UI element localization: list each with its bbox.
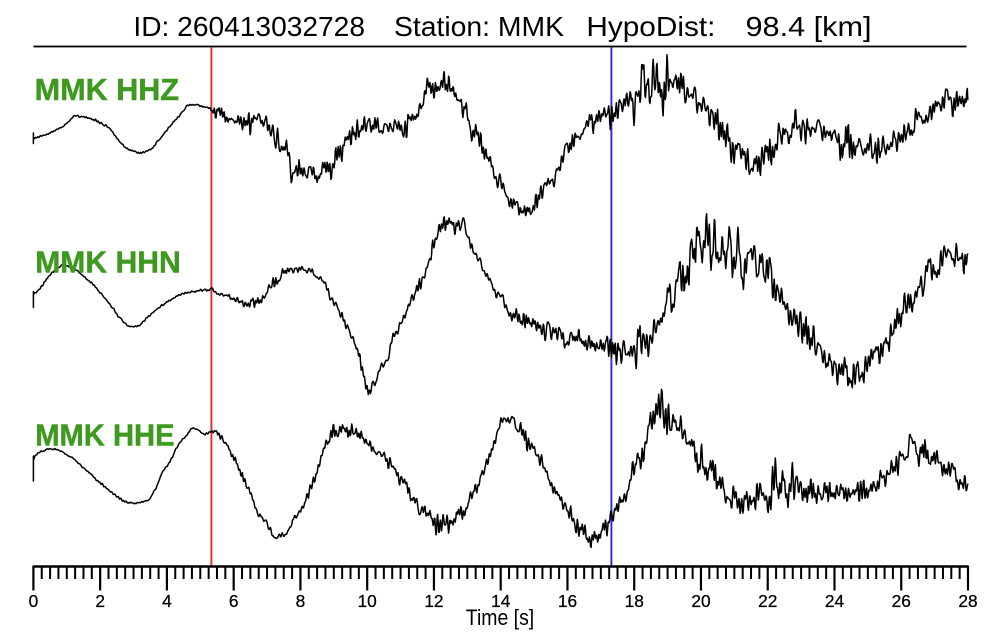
svg-text:26: 26 <box>892 591 911 611</box>
svg-text:22: 22 <box>758 591 777 611</box>
svg-text:2: 2 <box>95 591 105 611</box>
svg-text:MMK HHN: MMK HHN <box>35 245 181 279</box>
svg-text:16: 16 <box>558 591 577 611</box>
svg-text:6: 6 <box>229 591 239 611</box>
svg-text:28: 28 <box>958 591 977 611</box>
svg-text:ID: 260413032728: ID: 260413032728 <box>133 11 365 42</box>
svg-text:14: 14 <box>491 591 511 611</box>
svg-text:8: 8 <box>296 591 306 611</box>
svg-text:20: 20 <box>691 591 710 611</box>
svg-text:24: 24 <box>825 591 845 611</box>
svg-text:Time [s]: Time [s] <box>466 605 534 630</box>
svg-text:10: 10 <box>358 591 377 611</box>
svg-text:18: 18 <box>625 591 644 611</box>
svg-text:MMK HHZ: MMK HHZ <box>35 73 180 107</box>
svg-text:MMK HHE: MMK HHE <box>35 419 174 453</box>
svg-text:98.4 [km]: 98.4 [km] <box>746 11 872 42</box>
svg-text:12: 12 <box>424 591 443 611</box>
svg-text:Station: MMK: Station: MMK <box>394 11 564 42</box>
svg-text:4: 4 <box>162 591 172 611</box>
svg-text:HypoDist:: HypoDist: <box>586 11 715 42</box>
svg-text:0: 0 <box>29 591 39 611</box>
